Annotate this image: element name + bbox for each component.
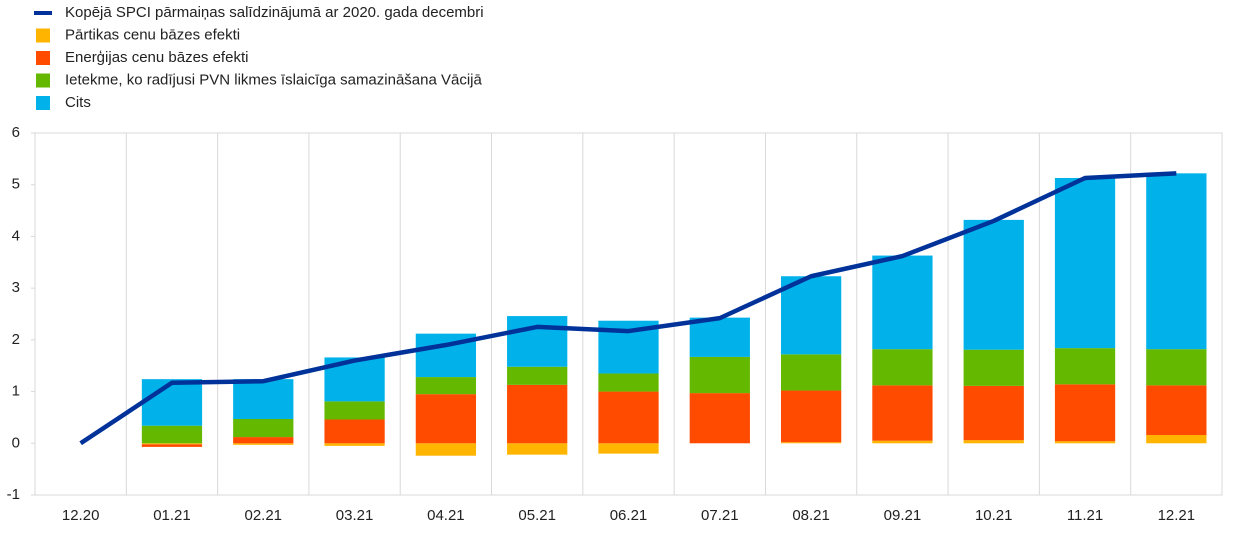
bar-segment <box>507 384 568 444</box>
bar-segment <box>507 316 568 367</box>
bar-segment <box>689 356 750 394</box>
x-tick-label: 09.21 <box>884 507 922 524</box>
x-tick-label: 11.21 <box>1067 507 1103 524</box>
y-tick-label: 3 <box>12 279 20 296</box>
x-tick-label: 01.21 <box>153 507 191 524</box>
x-tick-label: 06.21 <box>610 507 648 524</box>
x-tick-label: 04.21 <box>427 507 465 524</box>
bar-segment <box>1054 384 1116 442</box>
bar-segment <box>233 379 294 419</box>
x-tick-label: 03.21 <box>336 507 374 524</box>
x-tick-label: 08.21 <box>792 507 830 524</box>
bar-segment <box>1146 173 1207 350</box>
y-tick-label: -1 <box>7 486 20 503</box>
bar-segment <box>598 373 659 392</box>
x-tick-label: 10.21 <box>975 507 1013 524</box>
x-tick-label: 07.21 <box>701 507 739 524</box>
y-tick-label: 5 <box>12 176 20 193</box>
bar-segment <box>872 255 933 350</box>
y-tick-label: 4 <box>12 227 20 244</box>
bar-segment <box>141 443 203 445</box>
bar-segment <box>963 385 1024 441</box>
bar-segment <box>415 377 477 395</box>
x-tick-label: 12.20 <box>62 507 100 524</box>
bar-segment <box>233 437 294 444</box>
bar-segment <box>780 390 842 443</box>
x-tick-label: 02.21 <box>244 507 282 524</box>
legend-label: Cits <box>65 94 91 111</box>
bar-segment <box>324 419 385 444</box>
legend-swatch <box>36 51 50 65</box>
bar-segment <box>507 366 568 385</box>
bar-segment <box>780 442 842 444</box>
bar-segment <box>324 443 385 446</box>
bar-segment <box>507 443 568 455</box>
bar-segment <box>1054 348 1116 385</box>
bar-segment <box>963 349 1024 386</box>
plot-frame <box>34 132 1223 496</box>
y-tick-label: 2 <box>12 331 20 348</box>
legend-label: Kopējā SPCI pārmaiņas salīdzinājumā ar 2… <box>65 4 484 21</box>
legend-swatch <box>36 28 50 43</box>
bar-segment <box>324 401 385 420</box>
bar-segment <box>872 440 933 444</box>
bar-segment <box>780 276 842 355</box>
bar-segment <box>872 349 933 386</box>
bar-segment <box>963 440 1024 444</box>
bar-segment <box>415 394 477 444</box>
legend-label: Pārtikas cenu bāzes efekti <box>65 26 240 43</box>
bar-segment <box>1146 385 1207 436</box>
bar-segment <box>1054 177 1116 349</box>
bar-segment <box>780 354 842 391</box>
bar-segment <box>141 444 203 447</box>
bar-segment <box>1054 441 1116 444</box>
bar-segment <box>1146 349 1207 386</box>
x-tick-label: 12.21 <box>1158 507 1196 524</box>
bar-segment <box>141 425 203 444</box>
y-tick-label: 1 <box>12 383 20 400</box>
y-tick-label: 6 <box>12 124 20 141</box>
legend-label: Enerģijas cenu bāzes efekti <box>65 49 248 66</box>
bar-segment <box>963 219 1024 350</box>
total-line <box>79 171 1177 446</box>
y-tick-label: 0 <box>12 434 20 451</box>
bar-segment <box>872 385 933 441</box>
bar-segment <box>689 393 750 444</box>
bar-segment <box>233 443 294 445</box>
bar-segment <box>598 391 659 444</box>
bar-segment <box>141 379 203 426</box>
bar-segment <box>233 418 294 438</box>
legend-swatch <box>36 96 50 110</box>
legend-label: Ietekme, ko radījusi PVN likmes īslaicīg… <box>65 71 483 88</box>
bar-segment <box>689 317 750 357</box>
x-tick-label: 05.21 <box>518 507 556 524</box>
bar-segment <box>415 443 477 456</box>
bar-segment <box>1146 435 1207 444</box>
bar-segment <box>598 443 659 454</box>
legend-swatch <box>36 73 50 88</box>
